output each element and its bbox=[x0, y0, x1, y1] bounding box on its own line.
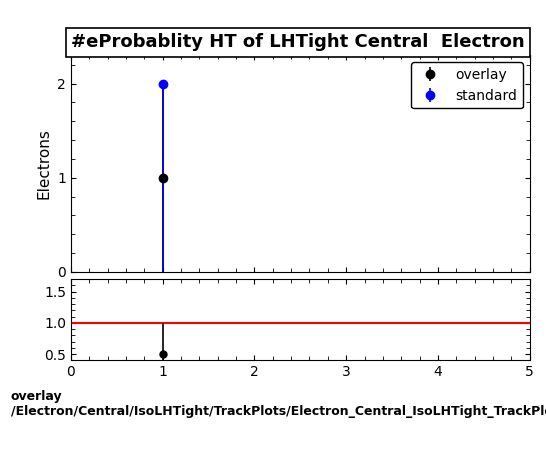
Legend: overlay, standard: overlay, standard bbox=[411, 62, 523, 109]
Text: #eProbablity HT of LHTight Central  Electron: #eProbablity HT of LHTight Central Elect… bbox=[71, 33, 525, 51]
Y-axis label: Electrons: Electrons bbox=[37, 128, 52, 199]
Text: overlay
/Electron/Central/IsoLHTight/TrackPlots/Electron_Central_IsoLHTight_Trac: overlay /Electron/Central/IsoLHTight/Tra… bbox=[11, 390, 546, 419]
